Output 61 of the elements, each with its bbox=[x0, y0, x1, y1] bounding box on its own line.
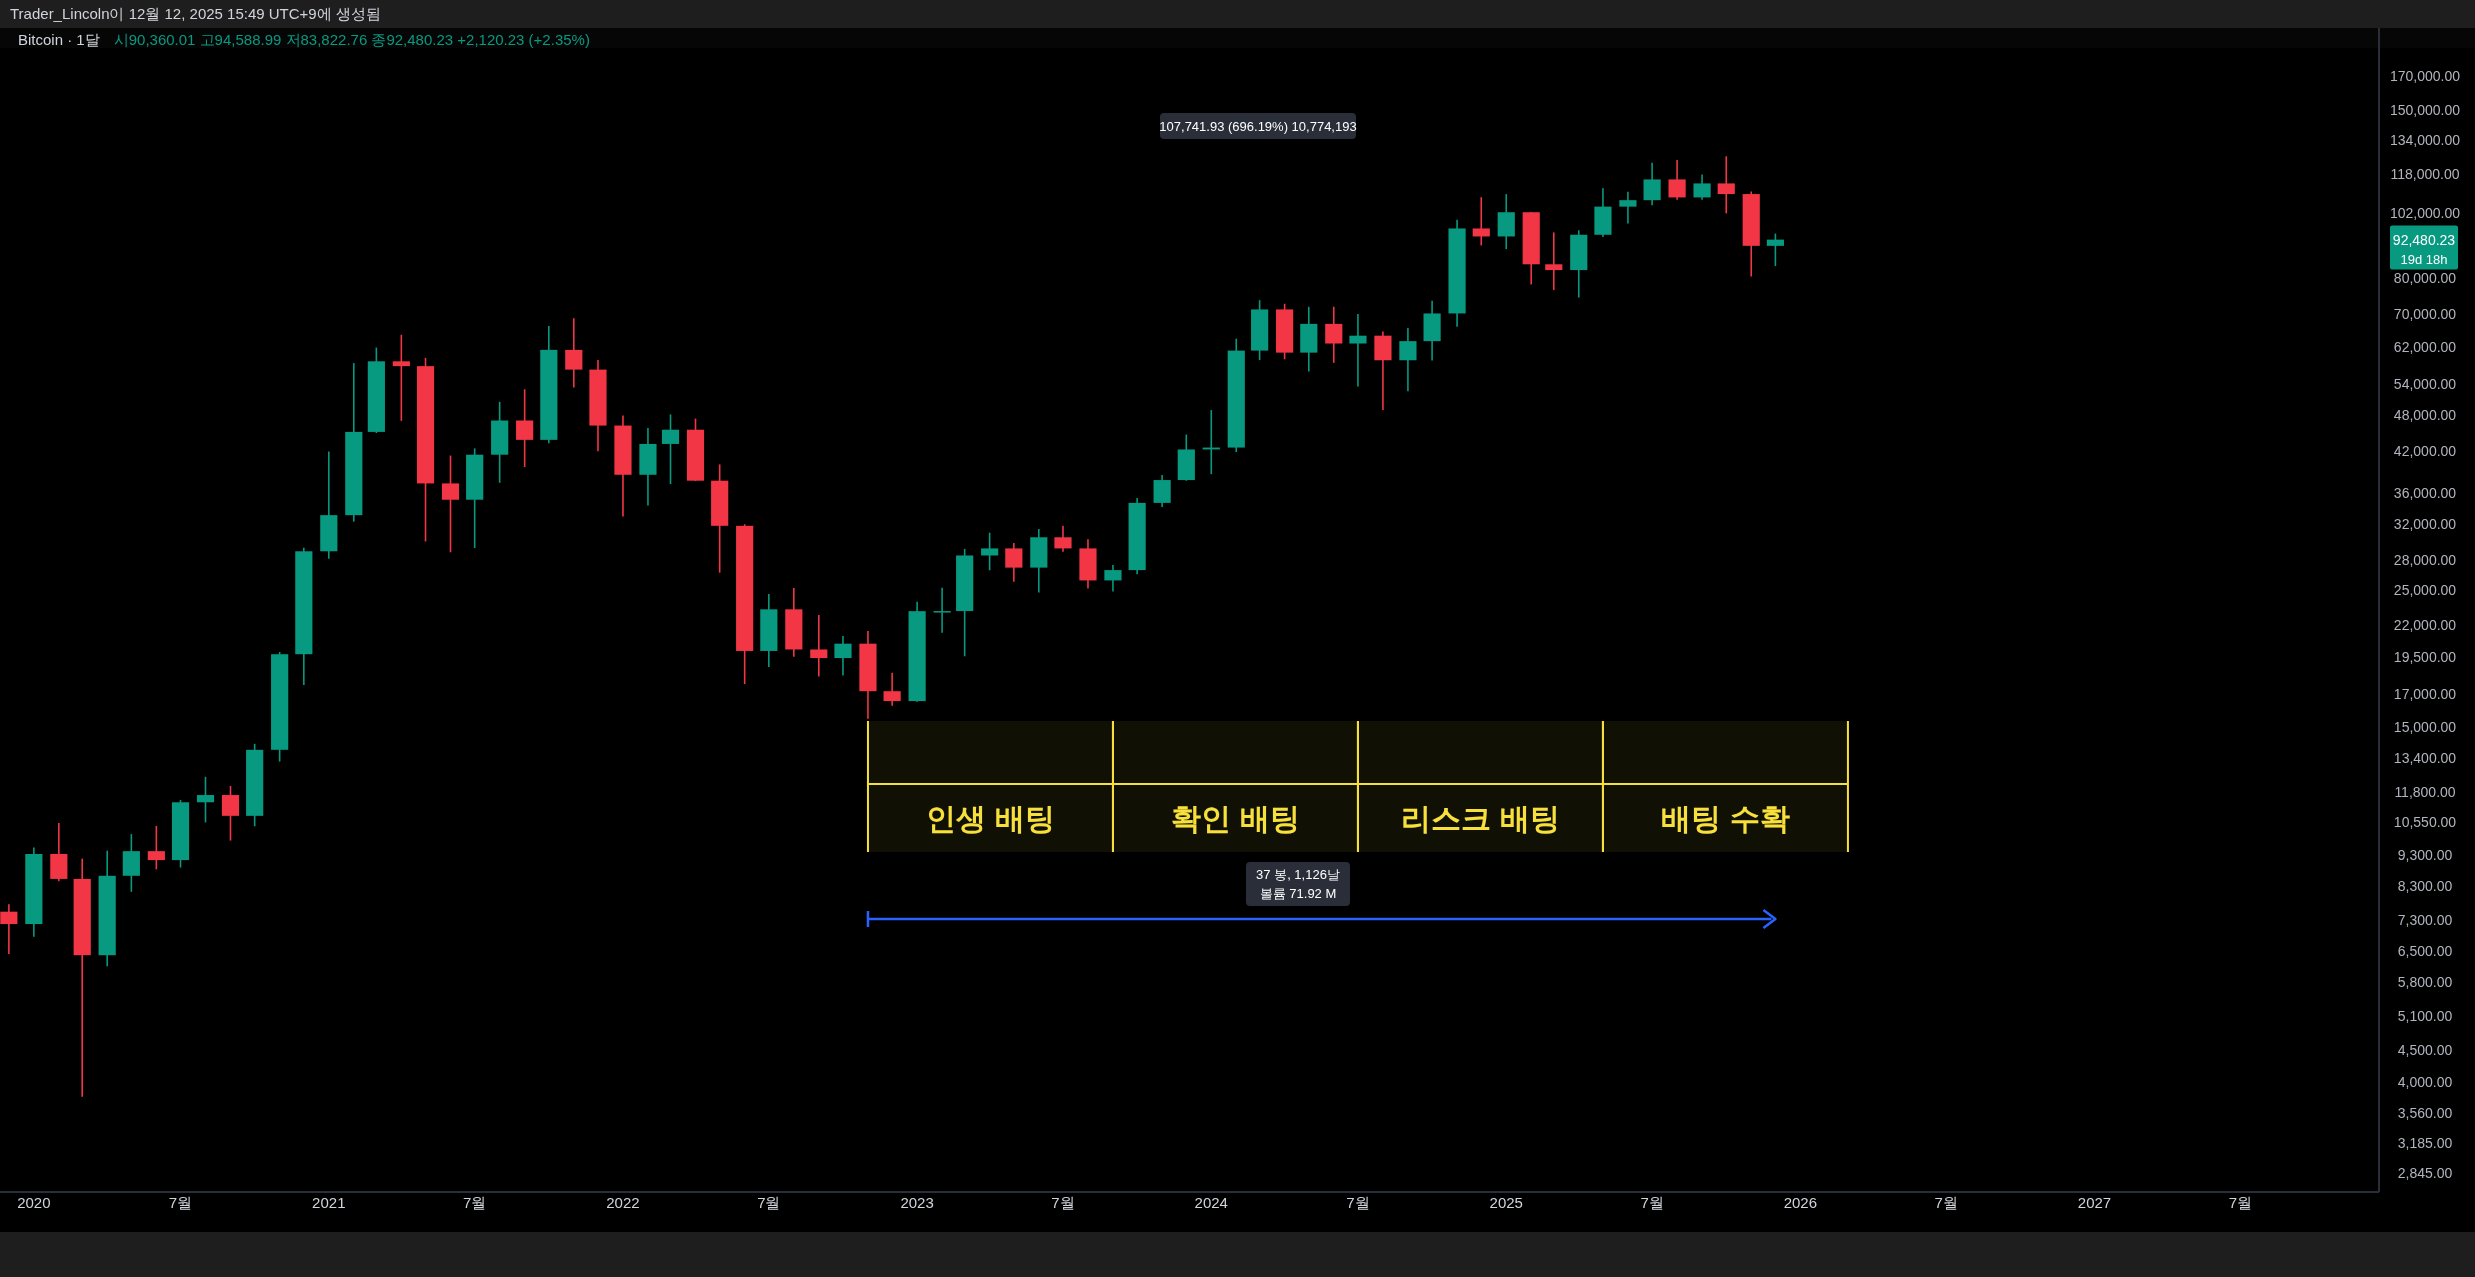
x-tick-label: 7월 bbox=[1934, 1194, 1958, 1211]
annotation: 107,741.93 (696.19%) 10,774,193 bbox=[1159, 119, 1357, 134]
y-tick-label: 32,000.00 bbox=[2393, 516, 2457, 533]
x-tick-label: 2026 bbox=[1783, 1194, 1818, 1211]
x-tick-label: 7월 bbox=[1346, 1194, 1370, 1211]
y-tick-label: 5,100.00 bbox=[2397, 1008, 2453, 1025]
y-tick-label: 5,800.00 bbox=[2397, 974, 2453, 991]
band-label: 확인 배팅 bbox=[1171, 802, 1300, 835]
annotation: 볼륨 71.92 M bbox=[1259, 886, 1337, 901]
x-tick-label: 2022 bbox=[606, 1194, 640, 1211]
annotation: Trader_Lincoln이 12월 12, 2025 15:49 UTC+9에 생성됨 bbox=[10, 5, 381, 22]
y-tick-label: 3,560.00 bbox=[2397, 1104, 2453, 1121]
y-tick-label: 102,000.00 bbox=[2389, 205, 2461, 222]
x-tick-label: 7월 bbox=[1051, 1194, 1075, 1211]
x-tick-label: 7월 bbox=[168, 1194, 193, 1211]
band-label: 배팅 수확 bbox=[1661, 802, 1790, 835]
y-tick-label: 70,000.00 bbox=[2393, 306, 2457, 323]
y-tick-label: 8,300.00 bbox=[2397, 877, 2453, 894]
y-tick-label: 4,000.00 bbox=[2397, 1073, 2453, 1090]
y-tick-label: 9,300.00 bbox=[2397, 847, 2453, 864]
y-tick-label: 3,185.00 bbox=[2397, 1134, 2453, 1151]
y-tick-label: 7,300.00 bbox=[2397, 912, 2453, 929]
x-tick-label: 2024 bbox=[1194, 1194, 1228, 1211]
y-tick-label: 54,000.00 bbox=[2393, 375, 2457, 392]
y-tick-label: 17,000.00 bbox=[2393, 685, 2457, 702]
y-tick-label: 19,500.00 bbox=[2393, 648, 2457, 665]
annotation: 92,480.23 bbox=[2392, 231, 2456, 248]
band-label: 인생 배팅 bbox=[926, 802, 1055, 835]
y-tick-label: 4,500.00 bbox=[2397, 1042, 2453, 1059]
y-tick-label: 48,000.00 bbox=[2393, 407, 2457, 424]
x-tick-label: 2023 bbox=[900, 1194, 934, 1211]
y-tick-label: 22,000.00 bbox=[2393, 616, 2457, 633]
y-tick-label: 15,000.00 bbox=[2393, 719, 2457, 736]
x-tick-label: 2020 bbox=[17, 1194, 51, 1211]
y-tick-label: 80,000.00 bbox=[2393, 270, 2457, 287]
title: Bitcoin · 1달 bbox=[18, 31, 100, 48]
y-tick-label: 25,000.00 bbox=[2393, 582, 2457, 599]
y-tick-label: 11,800.00 bbox=[2394, 783, 2456, 800]
y-tick-label: 118,000.00 bbox=[2390, 166, 2460, 183]
y-tick-label: 2,845.00 bbox=[2397, 1164, 2453, 1181]
y-tick-label: 36,000.00 bbox=[2393, 484, 2457, 501]
subtitle: 시90,360.01 고94,588.99 저83,822.76 종92,480.23 +2,120.23 (+2.35%) bbox=[113, 31, 590, 48]
y-tick-label: 134,000.00 bbox=[2389, 132, 2461, 149]
y-tick-label: 62,000.00 bbox=[2393, 338, 2457, 355]
annotation: 19d 18h bbox=[2400, 251, 2448, 267]
y-tick-label: 170,000.00 bbox=[2389, 68, 2461, 85]
x-tick-label: 2025 bbox=[1489, 1194, 1523, 1211]
y-tick-label: 6,500.00 bbox=[2397, 943, 2453, 960]
x-tick-label: 7월 bbox=[463, 1194, 487, 1211]
y-tick-label: 10,550.00 bbox=[2393, 813, 2457, 830]
y-tick-label: 150,000.00 bbox=[2389, 101, 2461, 118]
x-tick-label: 7월 bbox=[1640, 1194, 1664, 1211]
x-tick-label: 2021 bbox=[312, 1194, 346, 1211]
y-tick-label: 13,400.00 bbox=[2393, 749, 2457, 766]
x-tick-label: 7월 bbox=[757, 1194, 781, 1211]
x-tick-label: 7월 bbox=[2228, 1194, 2253, 1211]
x-tick-label: 2027 bbox=[2077, 1194, 2112, 1211]
band-label: 리스크 배팅 bbox=[1401, 802, 1560, 835]
annotation: 37 봉, 1,126날 bbox=[1256, 867, 1340, 882]
y-tick-label: 28,000.00 bbox=[2393, 551, 2457, 568]
y-tick-label: 42,000.00 bbox=[2393, 443, 2457, 460]
